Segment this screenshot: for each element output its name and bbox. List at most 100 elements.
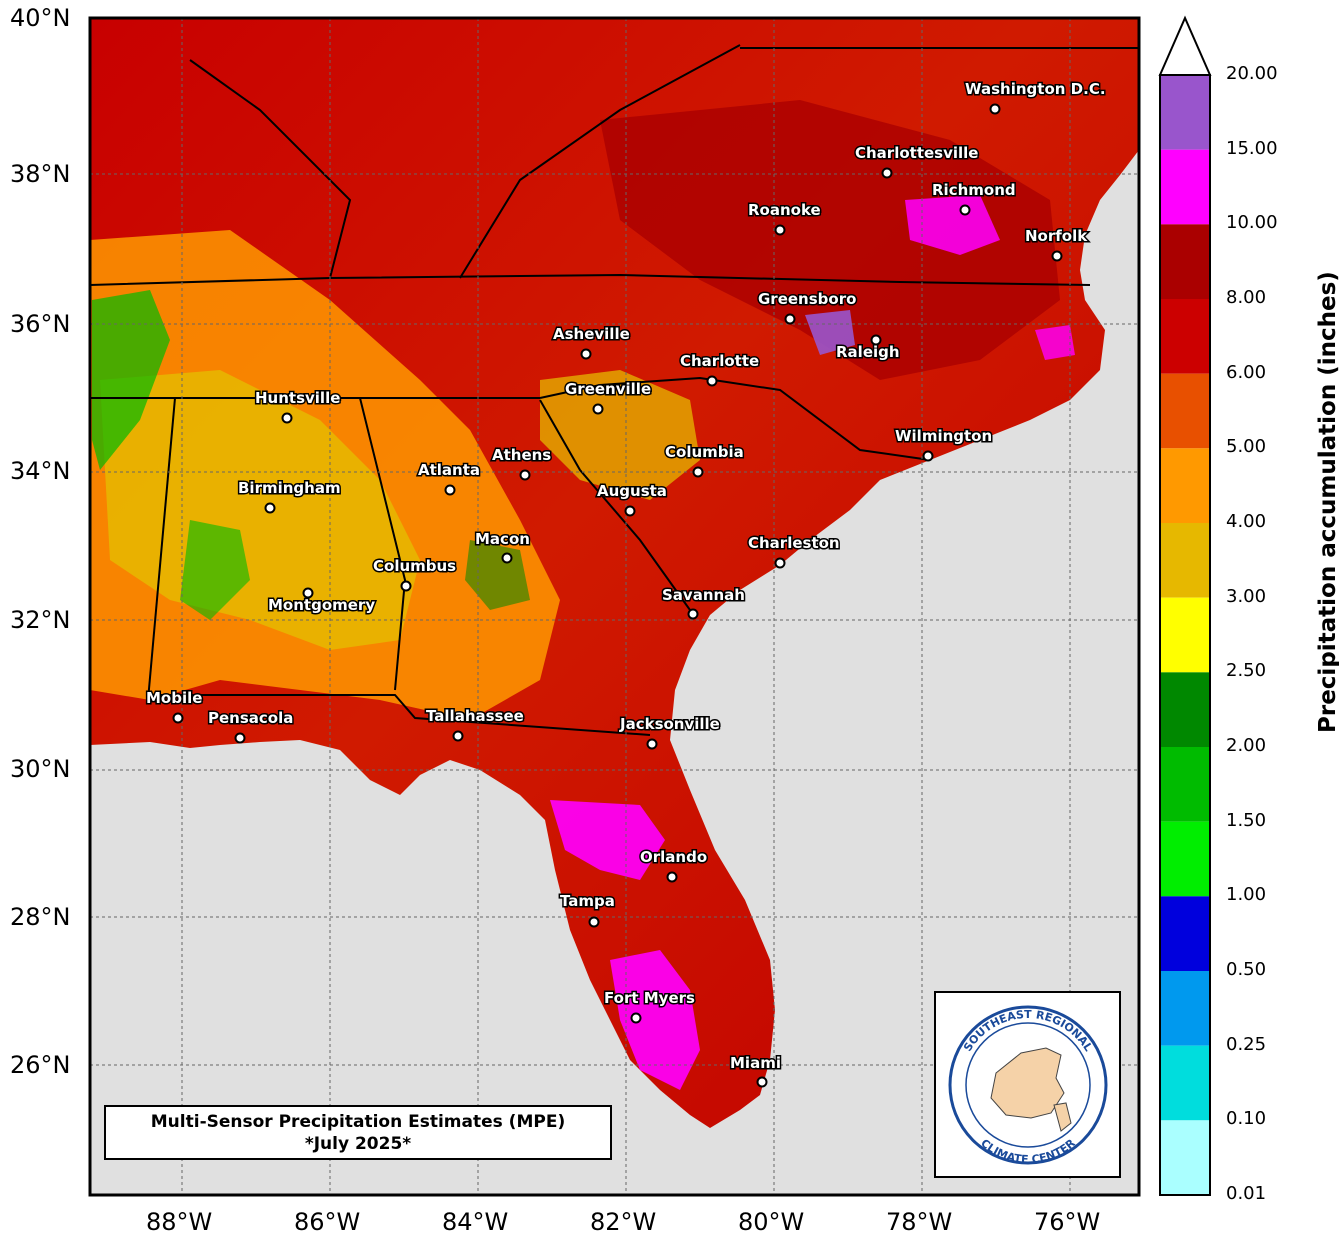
lon-label-82: 82°W [590, 1208, 657, 1236]
city-marker [302, 587, 314, 599]
colorbar-level-label: 1.50 [1226, 809, 1267, 831]
city-label: Asheville [553, 325, 630, 343]
city-label: Savannah [662, 586, 745, 604]
city-marker [400, 580, 412, 592]
colorbar-segment [1160, 597, 1210, 673]
city-label: Wilmington [895, 427, 992, 445]
city-marker [592, 403, 604, 415]
colorbar-segment [1160, 821, 1210, 897]
city-marker [630, 1012, 642, 1024]
city-label: Columbia [665, 443, 744, 461]
lat-label-32: 32°N [10, 606, 71, 634]
colorbar-level-label: 2.00 [1226, 735, 1267, 756]
colorbar-level-label: 4.00 [1226, 511, 1267, 532]
city-label: Macon [475, 530, 530, 548]
colorbar-segment [1160, 448, 1210, 523]
city-label: Athens [492, 446, 551, 464]
city-marker [774, 557, 786, 569]
city-marker [774, 224, 786, 236]
city-marker [687, 608, 699, 620]
city-marker [922, 450, 934, 462]
city-marker [588, 916, 600, 928]
map-period: *July 2025* [304, 1134, 412, 1154]
city-label: Charleston [748, 534, 840, 552]
colorbar-level-label: 0.25 [1226, 1033, 1267, 1055]
colorbar-frame [1159, 74, 1211, 1196]
map-frame [88, 16, 1141, 1197]
city-marker [624, 505, 636, 517]
graticule [90, 18, 1139, 1195]
city-label: Richmond [932, 181, 1016, 199]
city-marker [784, 313, 796, 325]
rain-zone-magenta-nc [1035, 325, 1075, 360]
lat-label-40: 40°N [10, 4, 71, 32]
colorbar-segment [1160, 896, 1210, 971]
colorbar-segment [1160, 75, 1210, 150]
colorbar-segment [1160, 1120, 1210, 1195]
map-title-box: Multi-Sensor Precipitation Estimates (MP… [104, 1105, 612, 1160]
lon-label-88: 88°W [146, 1208, 213, 1236]
colorbar-segment [1160, 672, 1210, 747]
city-label: Birmingham [238, 479, 341, 497]
rain-zone-green-3 [465, 540, 530, 610]
lat-label-26: 26°N [10, 1051, 71, 1079]
city-label: Pensacola [208, 709, 293, 727]
lat-label-38: 38°N [10, 160, 71, 188]
rain-zone-magenta-fl [550, 800, 665, 880]
city-label: Greensboro [758, 290, 856, 308]
city-marker [444, 484, 456, 496]
colorbar-level-label: 0.50 [1226, 959, 1267, 980]
city-label: Huntsville [255, 389, 340, 407]
city-marker [692, 466, 704, 478]
colorbar-segment [1160, 149, 1210, 225]
colorbar-level-label: 1.00 [1226, 884, 1267, 906]
colorbar-segment [1160, 373, 1210, 449]
map-title: Multi-Sensor Precipitation Estimates (MP… [150, 1112, 566, 1132]
rain-zone-darkred [600, 100, 1060, 380]
city-marker [870, 334, 882, 346]
colorbar [1158, 15, 1212, 1196]
city-marker [452, 730, 464, 742]
city-marker [666, 871, 678, 883]
city-label: Raleigh [836, 343, 900, 361]
city-marker [1051, 250, 1063, 262]
lon-label-78: 78°W [886, 1208, 953, 1236]
city-label: Fort Myers [604, 989, 695, 1007]
colorbar-segment [1160, 747, 1210, 822]
rain-zone-yellow [100, 370, 420, 650]
rain-zone-yellow-2 [540, 370, 700, 500]
lon-label-76: 76°W [1034, 1208, 1101, 1236]
city-marker [646, 738, 658, 750]
colorbar-level-label: 10.00 [1226, 212, 1278, 234]
lon-label-80: 80°W [738, 1208, 805, 1236]
city-label: Greenville [565, 380, 651, 398]
city-marker [264, 502, 276, 514]
city-label: Roanoke [748, 201, 821, 219]
city-marker [501, 552, 513, 564]
city-label: Atlanta [418, 461, 480, 479]
city-marker [989, 103, 1001, 115]
city-label: Orlando [640, 848, 707, 866]
rain-zone-magenta-va [905, 195, 1000, 255]
city-label: Montgomery [268, 596, 375, 614]
city-marker [881, 167, 893, 179]
colorbar-level-label: 15.00 [1226, 137, 1278, 159]
rain-zone-magenta-swfl [610, 950, 700, 1090]
lat-label-36: 36°N [10, 310, 71, 338]
lon-label-86: 86°W [294, 1208, 361, 1236]
lat-label-28: 28°N [10, 903, 71, 931]
colorbar-level-label: 6.00 [1226, 361, 1267, 383]
colorbar-segment [1160, 971, 1210, 1046]
srcc-logo-emblem: SOUTHEAST REGIONAL CLIMATE CENTER [948, 1005, 1108, 1166]
city-label: Miami [730, 1054, 781, 1072]
lat-label-30: 30°N [10, 755, 71, 783]
colorbar-segment [1160, 299, 1210, 374]
city-marker [234, 732, 246, 744]
city-label: Augusta [597, 482, 667, 500]
city-marker [172, 712, 184, 724]
colorbar-level-label: 20.00 [1226, 63, 1278, 84]
colorbar-title: Precipitation accumulation (inches) [1315, 271, 1339, 733]
city-label: Charlotte [680, 352, 759, 370]
city-marker [580, 348, 592, 360]
state-borders [90, 44, 1139, 736]
